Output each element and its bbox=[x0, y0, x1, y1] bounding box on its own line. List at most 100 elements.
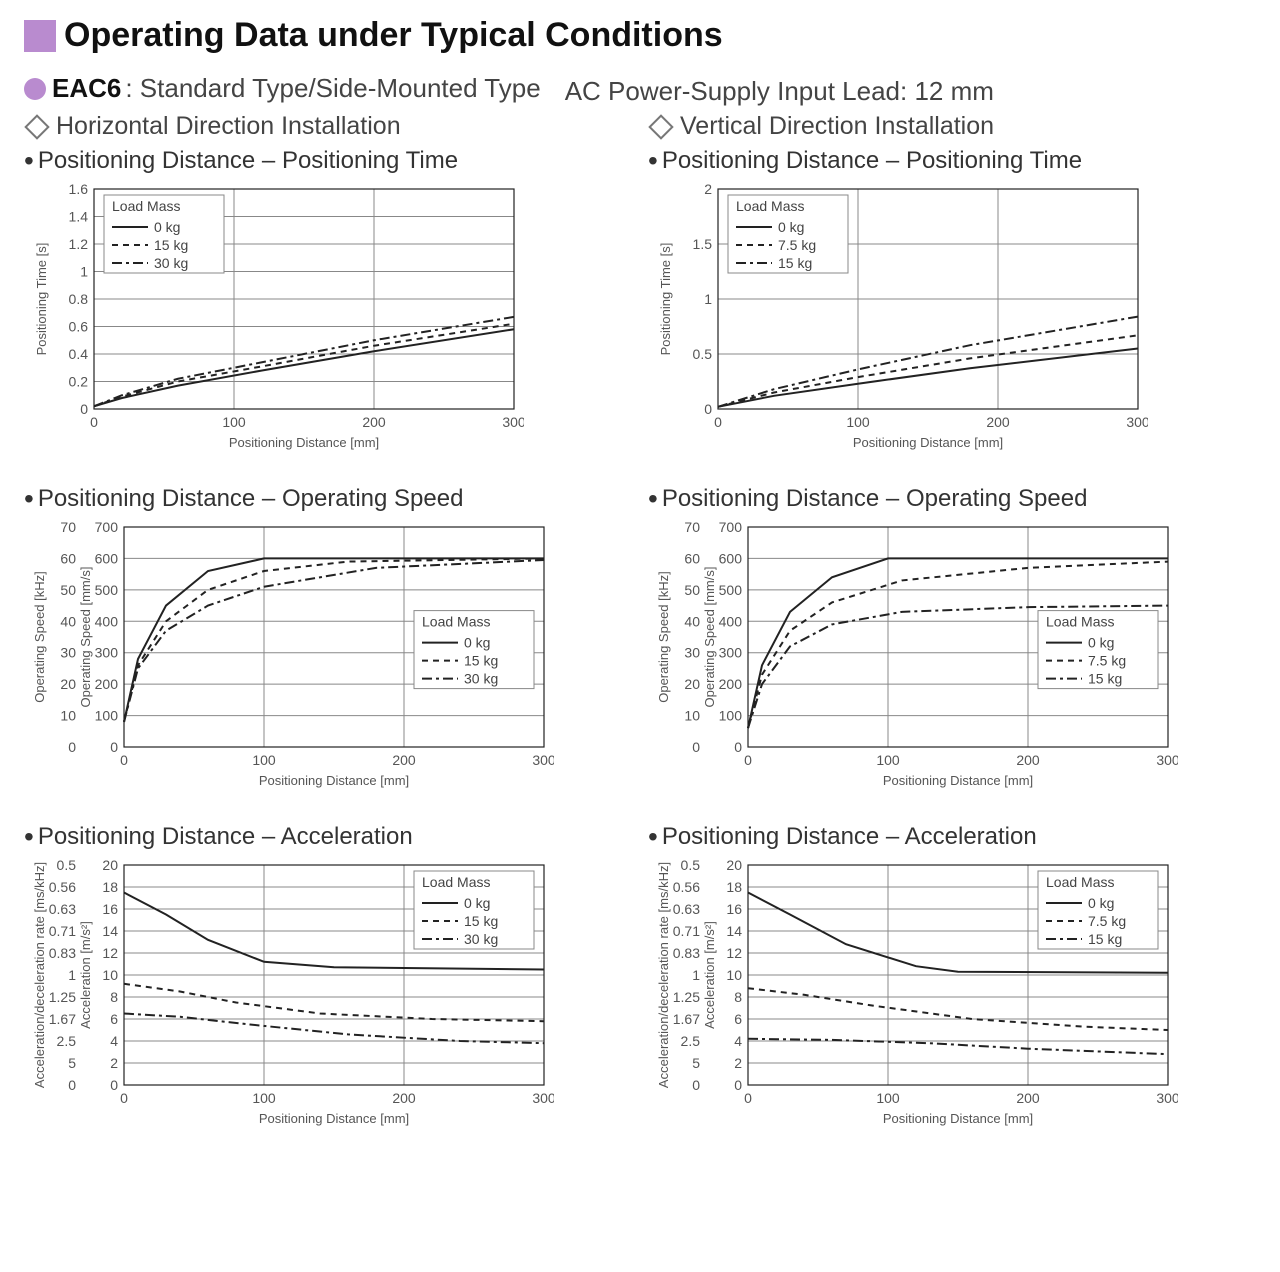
svg-text:500: 500 bbox=[719, 582, 743, 598]
svg-text:1.25: 1.25 bbox=[49, 989, 76, 1005]
chart-title-speed: Positioning Distance – Operating Speed bbox=[648, 485, 1256, 513]
svg-text:7.5 kg: 7.5 kg bbox=[778, 237, 816, 253]
svg-text:30 kg: 30 kg bbox=[464, 931, 498, 947]
direction-title: Horizontal Direction Installation bbox=[24, 112, 632, 141]
svg-text:100: 100 bbox=[252, 1090, 276, 1106]
svg-text:0.6: 0.6 bbox=[69, 319, 89, 335]
svg-text:0.71: 0.71 bbox=[49, 923, 76, 939]
main-heading: Operating Data under Typical Conditions bbox=[24, 16, 1256, 55]
svg-text:0: 0 bbox=[714, 414, 722, 430]
svg-text:1.67: 1.67 bbox=[673, 1011, 700, 1027]
svg-text:0.5: 0.5 bbox=[693, 346, 713, 362]
svg-text:100: 100 bbox=[719, 708, 743, 724]
svg-text:1.2: 1.2 bbox=[69, 236, 89, 252]
svg-text:16: 16 bbox=[102, 901, 118, 917]
svg-text:1.4: 1.4 bbox=[69, 209, 89, 225]
svg-text:Operating Speed [kHz]: Operating Speed [kHz] bbox=[656, 571, 671, 703]
svg-text:0 kg: 0 kg bbox=[778, 219, 804, 235]
svg-text:Operating Speed [kHz]: Operating Speed [kHz] bbox=[32, 571, 47, 703]
svg-text:Operating Speed [mm/s]: Operating Speed [mm/s] bbox=[702, 567, 717, 708]
svg-text:15 kg: 15 kg bbox=[1088, 931, 1122, 947]
svg-text:0.63: 0.63 bbox=[49, 901, 76, 917]
svg-text:Positioning Time [s]: Positioning Time [s] bbox=[34, 243, 49, 356]
svg-text:7.5 kg: 7.5 kg bbox=[1088, 913, 1126, 929]
svg-text:Load Mass: Load Mass bbox=[1046, 874, 1114, 890]
svg-text:20: 20 bbox=[726, 857, 742, 873]
svg-text:0: 0 bbox=[80, 401, 88, 417]
chart-operating-speed: 0100200300010020030040050060070001020304… bbox=[24, 517, 632, 817]
svg-text:40: 40 bbox=[60, 613, 76, 629]
svg-text:12: 12 bbox=[726, 945, 742, 961]
svg-text:0 kg: 0 kg bbox=[1088, 895, 1114, 911]
svg-text:1: 1 bbox=[704, 291, 712, 307]
svg-text:Positioning Distance [mm]: Positioning Distance [mm] bbox=[883, 1111, 1033, 1126]
chart-title-speed: Positioning Distance – Operating Speed bbox=[24, 485, 632, 513]
svg-text:1.5: 1.5 bbox=[693, 236, 713, 252]
svg-text:70: 70 bbox=[684, 519, 700, 535]
svg-text:1.67: 1.67 bbox=[49, 1011, 76, 1027]
svg-text:600: 600 bbox=[95, 550, 119, 566]
svg-text:0.83: 0.83 bbox=[49, 945, 76, 961]
model-desc: : Standard Type/Side-Mounted Type bbox=[125, 73, 540, 104]
svg-text:14: 14 bbox=[102, 923, 118, 939]
direction-title-text: Horizontal Direction Installation bbox=[56, 112, 401, 141]
chart-title-time: Positioning Distance – Positioning Time bbox=[648, 147, 1256, 175]
svg-text:30 kg: 30 kg bbox=[154, 255, 188, 271]
chart-acceleration: 010020030002468101214161820052.51.671.25… bbox=[24, 855, 632, 1155]
svg-text:1: 1 bbox=[68, 967, 76, 983]
svg-text:20: 20 bbox=[60, 676, 76, 692]
svg-text:0: 0 bbox=[734, 1077, 742, 1093]
svg-text:Load Mass: Load Mass bbox=[736, 198, 804, 214]
svg-text:0: 0 bbox=[744, 752, 752, 768]
chart-acceleration: 010020030002468101214161820052.51.671.25… bbox=[648, 855, 1256, 1155]
svg-text:300: 300 bbox=[532, 1090, 554, 1106]
svg-text:100: 100 bbox=[95, 708, 119, 724]
direction-title-text: Vertical Direction Installation bbox=[680, 112, 994, 141]
svg-text:14: 14 bbox=[726, 923, 742, 939]
svg-text:6: 6 bbox=[110, 1011, 118, 1027]
svg-text:15 kg: 15 kg bbox=[778, 255, 812, 271]
svg-text:2.5: 2.5 bbox=[57, 1033, 77, 1049]
svg-text:200: 200 bbox=[986, 414, 1010, 430]
svg-text:4: 4 bbox=[110, 1033, 118, 1049]
svg-text:16: 16 bbox=[726, 901, 742, 917]
svg-text:200: 200 bbox=[1016, 1090, 1040, 1106]
svg-text:0 kg: 0 kg bbox=[1088, 635, 1114, 651]
direction-title: Vertical Direction Installation bbox=[648, 112, 1256, 141]
svg-text:0: 0 bbox=[110, 1077, 118, 1093]
svg-text:100: 100 bbox=[222, 414, 246, 430]
chart-operating-speed: 0100200300010020030040050060070001020304… bbox=[648, 517, 1256, 817]
svg-text:Acceleration/deceleration rate: Acceleration/deceleration rate [ms/kHz] bbox=[32, 862, 47, 1088]
svg-text:10: 10 bbox=[726, 967, 742, 983]
svg-text:2: 2 bbox=[734, 1055, 742, 1071]
chart-positioning-time: 010020030000.20.40.60.811.21.41.6Positio… bbox=[24, 179, 632, 479]
svg-text:0: 0 bbox=[68, 739, 76, 755]
svg-text:Positioning Distance [mm]: Positioning Distance [mm] bbox=[853, 435, 1003, 450]
svg-text:700: 700 bbox=[95, 519, 119, 535]
model-header: EAC6 : Standard Type/Side-Mounted Type bbox=[24, 73, 541, 104]
vertical-column: Vertical Direction Installation Positioni… bbox=[648, 108, 1256, 1155]
svg-text:5: 5 bbox=[68, 1055, 76, 1071]
svg-text:200: 200 bbox=[392, 1090, 416, 1106]
svg-text:200: 200 bbox=[95, 676, 119, 692]
svg-text:0: 0 bbox=[692, 1077, 700, 1093]
svg-text:0.2: 0.2 bbox=[69, 374, 89, 390]
svg-text:300: 300 bbox=[532, 752, 554, 768]
svg-text:300: 300 bbox=[502, 414, 524, 430]
model-name: EAC6 bbox=[52, 73, 121, 104]
svg-text:0 kg: 0 kg bbox=[154, 219, 180, 235]
svg-text:0.8: 0.8 bbox=[69, 291, 89, 307]
horizontal-column: Horizontal Direction Installation Positio… bbox=[24, 108, 632, 1155]
svg-text:0: 0 bbox=[744, 1090, 752, 1106]
svg-text:0: 0 bbox=[110, 739, 118, 755]
svg-text:7.5 kg: 7.5 kg bbox=[1088, 653, 1126, 669]
svg-text:100: 100 bbox=[876, 752, 900, 768]
svg-text:30 kg: 30 kg bbox=[464, 671, 498, 687]
svg-text:Load Mass: Load Mass bbox=[1046, 614, 1114, 630]
svg-text:18: 18 bbox=[102, 879, 118, 895]
svg-text:Load Mass: Load Mass bbox=[112, 198, 180, 214]
svg-text:6: 6 bbox=[734, 1011, 742, 1027]
main-heading-text: Operating Data under Typical Conditions bbox=[64, 16, 723, 55]
chart-title-time: Positioning Distance – Positioning Time bbox=[24, 147, 632, 175]
svg-text:1.25: 1.25 bbox=[673, 989, 700, 1005]
